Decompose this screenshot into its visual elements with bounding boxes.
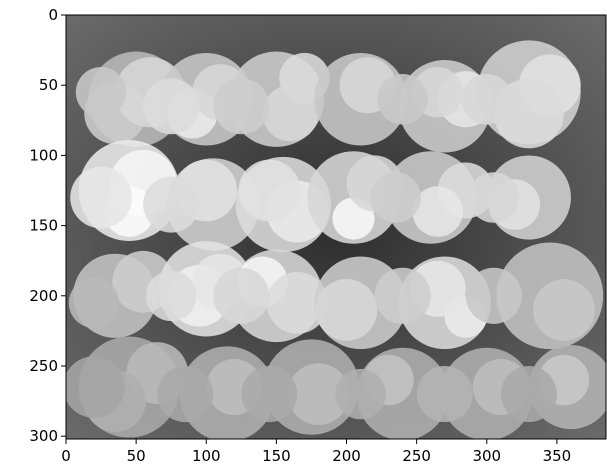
blob-circle	[468, 172, 520, 223]
x-tick-label: 50	[127, 447, 146, 465]
blob-circle	[370, 172, 421, 223]
blob-circle	[241, 366, 298, 423]
circle-blobs	[66, 40, 606, 439]
blob-circle	[266, 271, 329, 334]
y-tick-label: 100	[29, 146, 58, 164]
blob-circle	[66, 356, 125, 418]
blob-circle	[287, 363, 350, 425]
x-tick-label: 350	[543, 447, 572, 465]
blob-circle	[374, 267, 431, 324]
blob-circle	[262, 85, 319, 142]
blob-circle	[70, 166, 132, 229]
blob-circle	[416, 366, 473, 423]
x-tick-label: 0	[61, 447, 71, 465]
blob-circle	[461, 73, 513, 125]
y-tick-label: 200	[29, 287, 58, 305]
blob-circle	[213, 267, 270, 324]
blob-circle	[145, 270, 197, 322]
blob-circle	[315, 278, 378, 341]
blob-circle	[213, 78, 270, 135]
x-tick-label: 200	[332, 447, 361, 465]
y-tick-label: 250	[29, 357, 58, 375]
y-axis-ticks: 0 50 100 150 200 250 300	[29, 6, 66, 445]
x-axis-ticks: 0 50 100 150 200 250 300 350	[61, 439, 571, 465]
blob-circle	[533, 278, 595, 341]
blob-circle	[143, 78, 200, 135]
blob-circle	[377, 73, 428, 125]
blob-circle	[412, 186, 463, 237]
x-tick-label: 150	[262, 447, 291, 465]
blob-circle	[335, 368, 386, 420]
y-tick-label: 300	[29, 427, 58, 445]
blob-circle	[500, 366, 557, 423]
grayscale-image	[66, 15, 606, 439]
x-tick-label: 250	[402, 447, 431, 465]
x-tick-label: 100	[192, 447, 221, 465]
blob-circle	[75, 66, 127, 118]
blob-circle	[465, 267, 522, 324]
blob-circle	[143, 176, 200, 233]
blob-circle	[68, 277, 120, 329]
blob-circle	[238, 159, 301, 222]
axes-frame	[65, 14, 607, 440]
y-tick-label: 150	[29, 217, 58, 235]
y-tick-label: 0	[48, 6, 58, 24]
y-tick-label: 50	[39, 76, 58, 94]
x-tick-label: 300	[472, 447, 501, 465]
blob-circle	[157, 366, 214, 423]
